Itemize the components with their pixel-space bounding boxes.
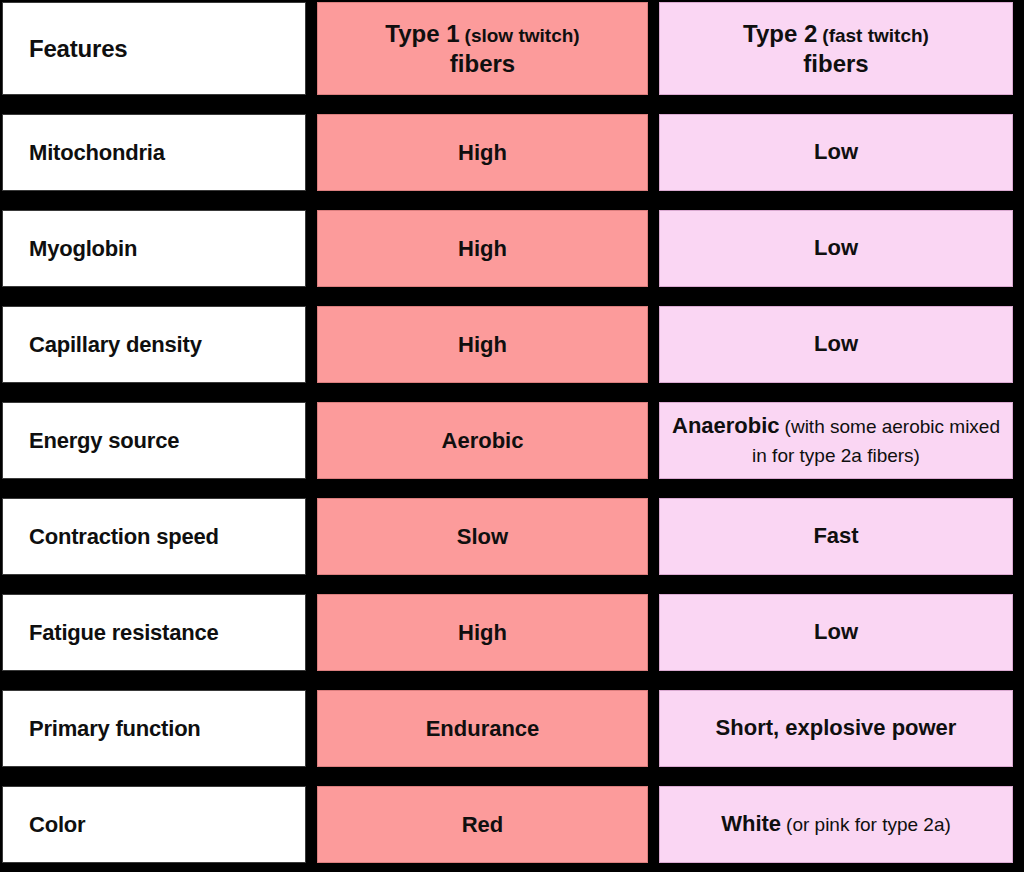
- type2-value: Low: [814, 138, 858, 166]
- type1-value: High: [458, 332, 507, 358]
- feature-cell: Color: [2, 786, 306, 863]
- feature-cell: Fatigue resistance: [2, 594, 306, 671]
- header-cell-features: Features: [2, 2, 306, 95]
- table-grid: Features Type 1 (slow twitch) fibers Type…: [2, 2, 1013, 863]
- feature-label: Mitochondria: [29, 140, 165, 166]
- type1-cell: High: [317, 306, 648, 383]
- type2-cell: White(or pink for type 2a): [659, 786, 1013, 863]
- type1-value: High: [458, 140, 507, 166]
- feature-cell: Contraction speed: [2, 498, 306, 575]
- type2-value: Fast: [813, 522, 858, 550]
- type2-cell: Fast: [659, 498, 1013, 575]
- type2-header-paren: (fast twitch): [822, 25, 929, 46]
- type1-cell: High: [317, 210, 648, 287]
- feature-cell: Capillary density: [2, 306, 306, 383]
- feature-label: Capillary density: [29, 332, 202, 358]
- type2-cell: Low: [659, 594, 1013, 671]
- type2-header-suffix: fibers: [803, 49, 868, 79]
- type2-value: Anaerobic(with some aerobic mixed in for…: [672, 412, 1000, 468]
- feature-label: Contraction speed: [29, 524, 219, 550]
- header-cell-type1: Type 1 (slow twitch) fibers: [317, 2, 648, 95]
- type1-value: Aerobic: [442, 428, 524, 454]
- type1-cell: Slow: [317, 498, 648, 575]
- type1-header-line1: Type 1 (slow twitch): [385, 19, 579, 49]
- type1-cell: Red: [317, 786, 648, 863]
- type1-value: High: [458, 620, 507, 646]
- type2-cell: Low: [659, 114, 1013, 191]
- type2-cell: Short, explosive power: [659, 690, 1013, 767]
- type1-header-title: Type 1: [385, 20, 459, 47]
- fiber-comparison-table: Features Type 1 (slow twitch) fibers Type…: [0, 0, 1024, 872]
- type1-header-paren: (slow twitch): [465, 25, 580, 46]
- feature-label: Color: [29, 812, 85, 838]
- type1-header-suffix: fibers: [450, 49, 515, 79]
- feature-label: Myoglobin: [29, 236, 137, 262]
- type2-value: Low: [814, 618, 858, 646]
- type1-value: High: [458, 236, 507, 262]
- type2-value: Low: [814, 330, 858, 358]
- type2-value: Low: [814, 234, 858, 262]
- feature-cell: Mitochondria: [2, 114, 306, 191]
- feature-label: Energy source: [29, 428, 179, 454]
- type1-value: Endurance: [426, 716, 540, 742]
- type2-header-title: Type 2: [743, 20, 817, 47]
- feature-cell: Myoglobin: [2, 210, 306, 287]
- type1-value: Red: [462, 812, 504, 838]
- feature-label: Fatigue resistance: [29, 620, 219, 646]
- type1-value: Slow: [457, 524, 508, 550]
- header-cell-type2: Type 2(fast twitch) fibers: [659, 2, 1013, 95]
- type2-value: White(or pink for type 2a): [721, 810, 951, 838]
- feature-cell: Primary function: [2, 690, 306, 767]
- type2-header-line1: Type 2(fast twitch): [743, 19, 929, 49]
- features-header-label: Features: [29, 34, 127, 64]
- type1-cell: Aerobic: [317, 402, 648, 479]
- type2-cell: Low: [659, 210, 1013, 287]
- feature-cell: Energy source: [2, 402, 306, 479]
- type1-cell: High: [317, 594, 648, 671]
- type1-cell: Endurance: [317, 690, 648, 767]
- type2-value: Short, explosive power: [716, 714, 957, 742]
- type2-cell: Anaerobic(with some aerobic mixed in for…: [659, 402, 1013, 479]
- type1-cell: High: [317, 114, 648, 191]
- type2-cell: Low: [659, 306, 1013, 383]
- feature-label: Primary function: [29, 716, 201, 742]
